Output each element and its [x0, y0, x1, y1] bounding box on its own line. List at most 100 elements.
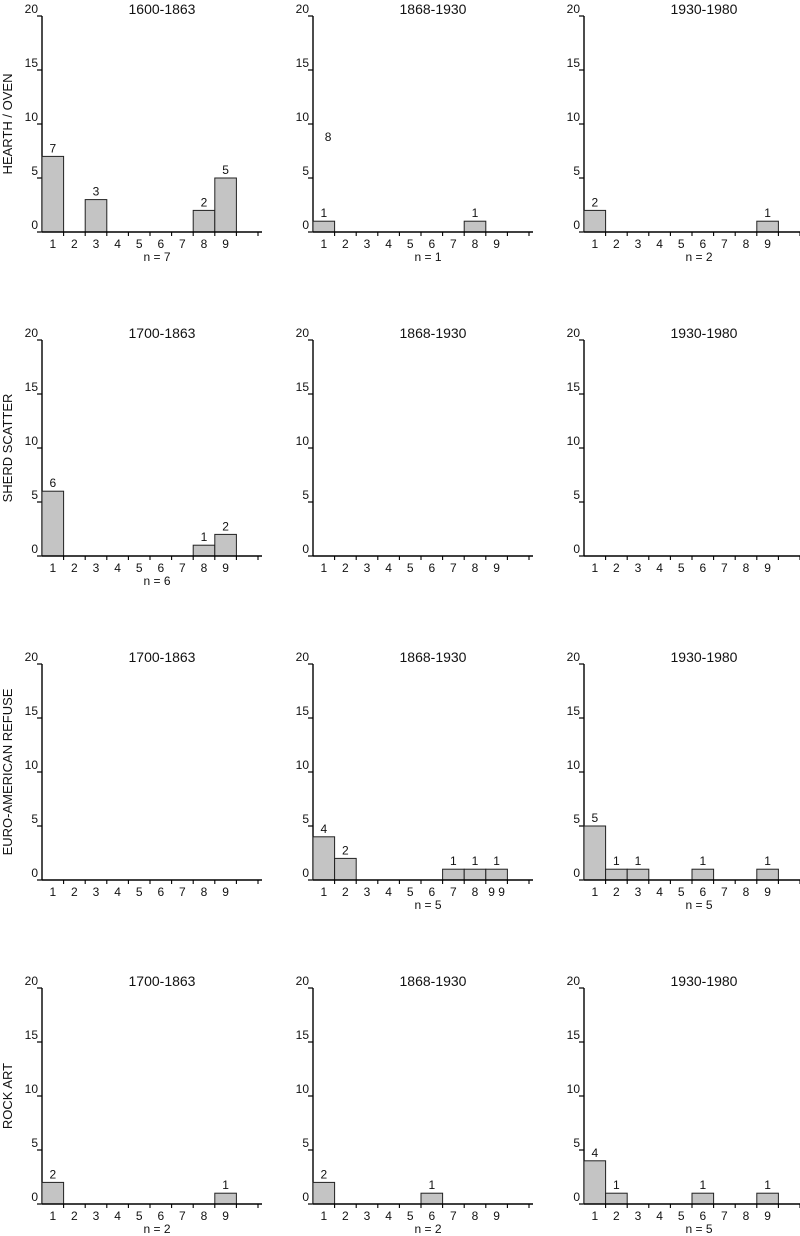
bar-value-label: 1 — [428, 1178, 435, 1192]
x-tick-label: 6 — [699, 237, 706, 251]
y-tick-label: 20 — [296, 326, 310, 340]
y-tick-label: 15 — [25, 380, 39, 394]
x-tick-label: 7 — [721, 561, 728, 575]
x-tick-label: 4 — [385, 237, 392, 251]
y-tick-label: 5 — [31, 812, 38, 826]
x-tick-label: 6 — [157, 561, 164, 575]
x-tick-label: 3 — [364, 1209, 371, 1223]
x-tick-label: 3 — [364, 561, 371, 575]
x-tick-label: 3 — [635, 1209, 642, 1223]
bar — [41, 1181, 65, 1205]
x-tick-label: 3 — [364, 885, 371, 899]
x-tick-label: 7 — [450, 1209, 457, 1223]
sample-size-label: n = 5 — [414, 898, 441, 912]
x-tick-label: 1 — [49, 885, 56, 899]
y-tick-label: 5 — [573, 488, 580, 502]
x-tick-label: 2 — [342, 885, 349, 899]
bar — [756, 868, 779, 881]
bar — [756, 1192, 779, 1205]
y-tick-label: 10 — [25, 110, 39, 124]
x-tick-label: 6 — [428, 237, 435, 251]
x-tick-label: 7 — [179, 1209, 186, 1223]
x-tick-label: 2 — [613, 1209, 620, 1223]
y-tick-label: 0 — [31, 542, 38, 556]
bar-value-label: 1 — [699, 854, 706, 868]
x-tick-label: 8 — [743, 885, 750, 899]
x-tick-label: 5 — [136, 885, 143, 899]
x-tick-label: 8 — [201, 1209, 208, 1223]
x-tick-label: 5 — [407, 237, 414, 251]
x-tick-label: 8 — [201, 561, 208, 575]
y-tick-label: 15 — [296, 380, 310, 394]
x-tick-label: 4 — [114, 885, 121, 899]
y-tick-label: 0 — [31, 218, 38, 232]
bar-value-label: 1 — [764, 854, 771, 868]
bar-value-label: 2 — [342, 843, 349, 857]
row-label: HEARTH / OVEN — [0, 74, 15, 175]
sample-size-label: n = 2 — [143, 1222, 170, 1236]
x-tick-label: 5 — [136, 561, 143, 575]
x-tick-label: 1 — [49, 1209, 56, 1223]
y-tick-label: 10 — [296, 110, 310, 124]
x-tick-label: 9 — [493, 237, 500, 251]
x-tick-label: 5 — [678, 1209, 685, 1223]
bar — [420, 1192, 444, 1205]
panel-title: 1600-1863 — [129, 1, 196, 17]
bar-value-label: 1 — [613, 1178, 620, 1192]
x-tick-label: 3 — [635, 237, 642, 251]
x-tick-label: 3 — [635, 561, 642, 575]
panel-title: 1930-1980 — [671, 973, 738, 989]
sample-size-label: n = 2 — [414, 1222, 441, 1236]
row-label: ROCK ART — [0, 1063, 15, 1129]
y-tick-label: 15 — [567, 56, 581, 70]
y-tick-label: 0 — [573, 218, 580, 232]
bar — [41, 155, 65, 233]
x-tick-label: 9 — [764, 1209, 771, 1223]
x-tick-label: 2 — [71, 561, 78, 575]
x-tick-label: 6 — [699, 1209, 706, 1223]
sample-size-label: n = 6 — [143, 574, 170, 588]
y-tick-label: 5 — [302, 812, 309, 826]
x-tick-label: 1 — [591, 1209, 598, 1223]
x-tick-label: 4 — [385, 1209, 392, 1223]
y-tick-label: 10 — [25, 434, 39, 448]
bar-value-label: 4 — [591, 1146, 598, 1160]
bar — [214, 533, 237, 557]
y-tick-label: 5 — [302, 1136, 309, 1150]
x-tick-label: 4 — [385, 885, 392, 899]
y-tick-label: 20 — [296, 650, 310, 664]
y-tick-label: 0 — [302, 866, 309, 880]
x-tick-label: 9 — [222, 561, 229, 575]
y-tick-label: 15 — [25, 56, 39, 70]
x-tick-label: 9 9 — [488, 885, 505, 899]
bar — [605, 868, 628, 881]
x-tick-label: 1 — [320, 237, 327, 251]
panel-title: 1930-1980 — [671, 325, 738, 341]
y-tick-label: 20 — [25, 974, 39, 988]
panel-title: 1868-1930 — [400, 1, 467, 17]
y-tick-label: 10 — [25, 758, 39, 772]
y-tick-label: 0 — [302, 542, 309, 556]
x-tick-label: 3 — [93, 237, 100, 251]
x-tick-label: 7 — [450, 885, 457, 899]
y-tick-label: 5 — [302, 488, 309, 502]
x-tick-label: 7 — [179, 885, 186, 899]
x-tick-label: 4 — [656, 237, 663, 251]
x-tick-label: 1 — [591, 885, 598, 899]
y-tick-label: 20 — [25, 326, 39, 340]
x-tick-label: 7 — [721, 1209, 728, 1223]
panel-title: 1868-1930 — [400, 325, 467, 341]
x-tick-label: 6 — [157, 1209, 164, 1223]
y-tick-label: 5 — [302, 164, 309, 178]
y-tick-label: 10 — [567, 110, 581, 124]
x-tick-label: 6 — [157, 885, 164, 899]
x-tick-label: 3 — [364, 237, 371, 251]
y-tick-label: 20 — [25, 650, 39, 664]
x-tick-label: 1 — [591, 237, 598, 251]
x-tick-label: 6 — [428, 561, 435, 575]
bar-value-label: 6 — [49, 476, 56, 490]
